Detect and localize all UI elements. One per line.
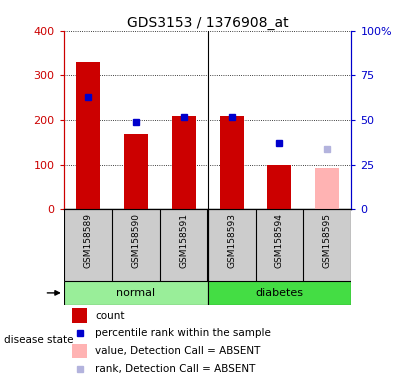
Text: disease state: disease state	[4, 335, 74, 345]
Bar	[72, 344, 87, 358]
Bar	[124, 134, 148, 210]
Bar	[64, 281, 208, 305]
Text: diabetes: diabetes	[256, 288, 303, 298]
Bar	[72, 308, 87, 323]
Text: normal: normal	[116, 288, 155, 298]
Bar	[208, 281, 351, 305]
Bar	[268, 165, 291, 210]
Bar	[219, 116, 243, 210]
Text: value, Detection Call = ABSENT: value, Detection Call = ABSENT	[95, 346, 261, 356]
Text: GSM158593: GSM158593	[227, 213, 236, 268]
Bar	[76, 62, 100, 210]
Title: GDS3153 / 1376908_at: GDS3153 / 1376908_at	[127, 16, 289, 30]
Text: GSM158591: GSM158591	[179, 213, 188, 268]
Text: percentile rank within the sample: percentile rank within the sample	[95, 328, 271, 338]
Text: GSM158595: GSM158595	[323, 213, 332, 268]
Bar	[315, 168, 339, 210]
Text: count: count	[95, 311, 125, 321]
Text: GSM158590: GSM158590	[131, 213, 140, 268]
Text: rank, Detection Call = ABSENT: rank, Detection Call = ABSENT	[95, 364, 256, 374]
Text: GSM158589: GSM158589	[83, 213, 92, 268]
Bar	[172, 116, 196, 210]
Text: GSM158594: GSM158594	[275, 213, 284, 268]
